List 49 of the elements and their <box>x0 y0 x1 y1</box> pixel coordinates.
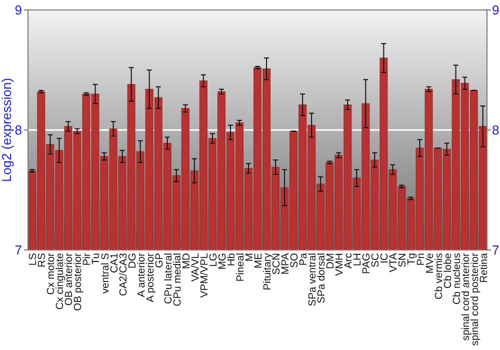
y-tick-label: 7 <box>14 242 22 258</box>
x-tick-label: MD <box>181 253 192 270</box>
y-tick-label: 8 <box>14 122 22 138</box>
x-tick-label: A anterior <box>136 252 148 298</box>
x-tick-label: ventral S <box>100 252 112 294</box>
x-tick-label: DG <box>127 253 138 268</box>
y2-tick-label: 8 <box>492 122 500 138</box>
x-tick-label: CA1 <box>109 252 120 274</box>
x-tick-label: LG <box>208 253 220 267</box>
x-tick-label: MVe <box>424 252 436 274</box>
x-tick-label: SCN <box>272 253 283 275</box>
x-tick-label: CPu lateral <box>163 253 174 304</box>
x-tick-label: Cb nucleus <box>452 253 463 305</box>
y-axis-title: Log2 (expression) <box>0 78 14 182</box>
x-tick-label: Cb lobe <box>442 252 454 288</box>
x-tick-label: MG <box>217 253 228 270</box>
x-tick-label: SN <box>398 253 409 268</box>
x-tick-label: M <box>244 253 256 262</box>
x-tick-label: Arc <box>344 253 355 268</box>
x-tick-label: CPu medial <box>172 253 184 306</box>
x-tick-label: RS <box>37 252 48 268</box>
x-tick-label: VA/VL <box>190 252 202 282</box>
x-tick-label: Tu <box>91 252 102 265</box>
x-tick-label: Pa <box>298 252 310 266</box>
x-tick-label: CA2/CA3 <box>118 252 130 296</box>
x-tick-label: ME <box>254 252 264 268</box>
x-tick-label: VMH <box>334 253 346 276</box>
x-tick-label: Cb vermis <box>434 253 445 300</box>
x-tick-label: Pir <box>82 252 94 266</box>
x-tick-label: Retina <box>478 252 490 283</box>
x-tick-label: SPa dorsal <box>316 253 328 304</box>
y2-tick-label: 9 <box>492 2 500 18</box>
x-tick-label: OB posterior <box>73 252 84 311</box>
x-tick-label: SO <box>290 253 301 268</box>
x-tick-label: DM <box>326 253 337 270</box>
x-tick-label: A posterior <box>145 252 156 302</box>
x-tick-label: GP <box>154 252 166 268</box>
x-tick-label: Tg <box>406 252 418 266</box>
x-tick-label: Hb <box>226 252 238 266</box>
x-tick-label: Pituitary <box>262 252 274 290</box>
y2-tick-label: 7 <box>492 242 500 258</box>
x-tick-label: OB anterior <box>64 252 76 306</box>
x-tick-label: Pn <box>416 252 427 266</box>
x-tick-label: spinal cord anterior <box>460 252 472 341</box>
x-tick-label: Pineal <box>235 253 246 282</box>
x-tick-label: IC <box>380 252 391 264</box>
x-tick-label: spinal cord posterior <box>470 252 481 346</box>
x-tick-label: VPM/VPL <box>199 252 210 298</box>
y-tick-label: 9 <box>14 2 22 18</box>
